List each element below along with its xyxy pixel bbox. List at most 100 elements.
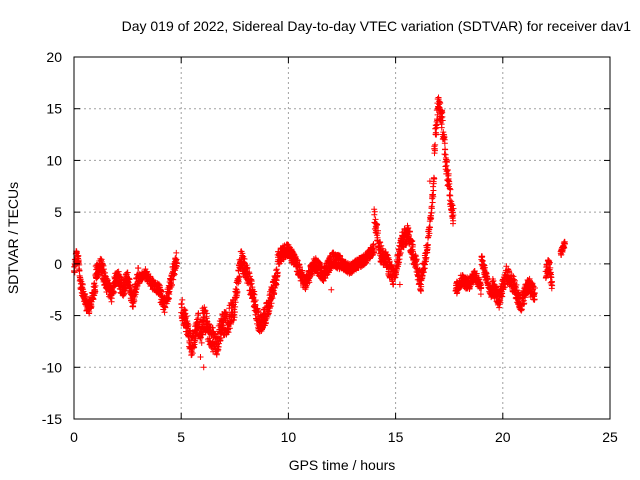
data-point xyxy=(447,192,454,199)
y-tick-label: -5 xyxy=(50,308,63,324)
data-point xyxy=(251,291,258,298)
data-point xyxy=(110,288,117,295)
data-point xyxy=(316,259,323,266)
data-point xyxy=(135,265,142,272)
data-point xyxy=(161,309,168,316)
data-point xyxy=(214,347,221,354)
data-point xyxy=(408,237,415,244)
data-point xyxy=(181,306,188,313)
data-point xyxy=(497,299,504,306)
data-point xyxy=(449,202,456,209)
data-point xyxy=(122,287,129,294)
data-point xyxy=(125,275,132,282)
data-point xyxy=(249,295,256,302)
data-point xyxy=(437,100,444,107)
data-point xyxy=(496,304,503,311)
data-point xyxy=(396,281,403,288)
data-point xyxy=(182,314,189,321)
data-point xyxy=(236,274,243,281)
y-tick-label: 15 xyxy=(46,101,62,117)
data-point xyxy=(273,266,280,273)
x-tick-label: 25 xyxy=(602,429,618,445)
data-point xyxy=(433,124,440,131)
data-point xyxy=(409,248,416,255)
data-point xyxy=(198,339,205,346)
data-point xyxy=(546,259,553,266)
y-tick-label: -10 xyxy=(42,359,62,375)
data-point xyxy=(337,253,344,260)
data-point xyxy=(493,284,500,291)
data-point xyxy=(430,193,437,200)
data-point xyxy=(427,224,434,231)
y-axis-label: SDTVAR / TECUs xyxy=(5,182,21,294)
plot-frame xyxy=(73,56,611,420)
data-point xyxy=(477,291,484,298)
data-point xyxy=(515,289,522,296)
data-point xyxy=(414,261,421,268)
data-point xyxy=(499,293,506,300)
y-tick-label: 10 xyxy=(46,152,62,168)
data-point xyxy=(173,260,180,267)
data-point xyxy=(426,178,433,185)
data-point xyxy=(184,323,191,330)
data-point xyxy=(371,248,378,255)
data-point xyxy=(378,242,385,249)
data-point xyxy=(213,351,220,358)
data-point xyxy=(104,275,111,282)
data-point xyxy=(92,288,99,295)
data-point xyxy=(561,240,568,247)
data-point xyxy=(390,281,397,288)
data-point xyxy=(185,321,192,328)
data-point xyxy=(388,263,395,270)
x-tick-label: 20 xyxy=(495,429,511,445)
data-point xyxy=(506,267,513,274)
data-point xyxy=(444,159,451,166)
data-point xyxy=(226,325,233,332)
data-point xyxy=(306,279,313,286)
data-point xyxy=(511,276,518,283)
data-point xyxy=(309,272,316,279)
data-point xyxy=(450,205,457,212)
data-point xyxy=(450,217,457,224)
data-point xyxy=(431,175,438,182)
data-point xyxy=(104,277,111,284)
x-tick-label: 10 xyxy=(281,429,297,445)
data-point xyxy=(410,241,417,248)
data-point xyxy=(173,249,180,256)
data-point xyxy=(189,350,196,357)
y-tick-label: 5 xyxy=(54,204,62,220)
data-point xyxy=(202,307,209,314)
data-point xyxy=(250,291,257,298)
data-point xyxy=(395,259,402,266)
data-point xyxy=(303,284,310,291)
data-point xyxy=(267,303,274,310)
data-point xyxy=(197,353,204,360)
data-point xyxy=(522,294,529,301)
data-point xyxy=(269,295,276,302)
data-point xyxy=(183,313,190,320)
data-point xyxy=(447,186,454,193)
data-point xyxy=(215,340,222,347)
data-point xyxy=(165,294,172,301)
data-point xyxy=(428,205,435,212)
data-point xyxy=(446,192,453,199)
data-point xyxy=(76,267,83,274)
data-point xyxy=(434,111,441,118)
data-point xyxy=(271,290,278,297)
data-point xyxy=(99,261,106,268)
data-point xyxy=(268,300,275,307)
data-point xyxy=(76,261,83,268)
data-point xyxy=(394,265,401,272)
x-tick-label: 15 xyxy=(388,429,404,445)
axis-ticks: 0 5 10 15 20 25 -15 -10 -5 0 5 10 15 20 xyxy=(42,49,618,445)
data-point xyxy=(131,293,138,300)
data-point xyxy=(445,170,452,177)
data-point xyxy=(397,249,404,256)
data-point xyxy=(549,282,556,289)
data-point xyxy=(521,300,528,307)
data-point xyxy=(513,281,520,288)
data-point xyxy=(225,329,232,336)
data-point xyxy=(209,324,216,331)
y-tick-label: 20 xyxy=(46,49,62,65)
